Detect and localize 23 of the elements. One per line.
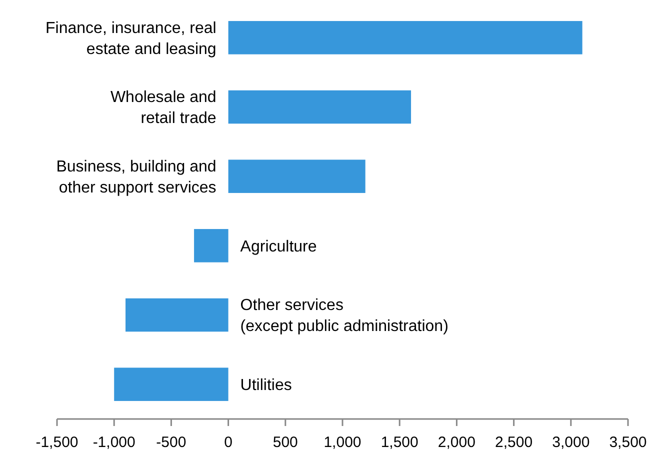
bar bbox=[228, 90, 412, 124]
x-tick-label: -1,500 bbox=[36, 434, 78, 451]
y-tick-label: Business, building and other support services bbox=[56, 158, 216, 196]
y-tick-label: Other services (except public administration) bbox=[240, 297, 448, 336]
x-tick-label: 1,500 bbox=[380, 434, 418, 451]
x-tick-label: 3,500 bbox=[609, 434, 647, 451]
bar bbox=[114, 368, 228, 401]
x-tick-label: 1,000 bbox=[324, 434, 362, 451]
bar bbox=[228, 21, 582, 54]
y-tick-label: Utilities bbox=[240, 376, 292, 394]
y-tick-label: Agriculture bbox=[240, 238, 317, 256]
x-tick-label: 2,000 bbox=[438, 434, 476, 451]
x-tick-label: 0 bbox=[224, 434, 232, 451]
y-tick-label: Wholesale and retail trade bbox=[110, 89, 216, 128]
bar bbox=[228, 160, 366, 193]
x-tick-label: -500 bbox=[156, 434, 186, 451]
x-tick-label: 3,000 bbox=[552, 434, 590, 451]
bar bbox=[126, 298, 228, 332]
x-tick-label: 500 bbox=[272, 434, 298, 451]
x-tick-label: -1,000 bbox=[92, 434, 136, 451]
x-tick-label: 2,500 bbox=[495, 434, 533, 451]
y-tick-label: Finance, insurance, real estate and leasing bbox=[46, 20, 216, 58]
bar bbox=[194, 229, 228, 262]
